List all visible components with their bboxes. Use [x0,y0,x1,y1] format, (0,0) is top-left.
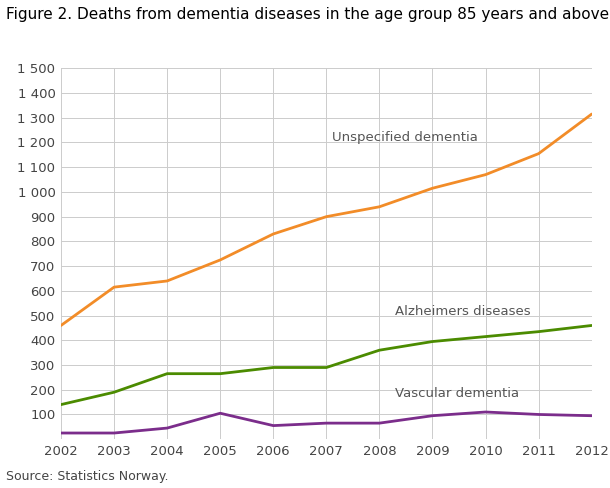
Text: Alzheimers diseases: Alzheimers diseases [395,305,531,318]
Text: Unspecified dementia: Unspecified dementia [332,131,478,144]
Text: Figure 2. Deaths from dementia diseases in the age group 85 years and above: Figure 2. Deaths from dementia diseases … [6,7,609,22]
Text: Source: Statistics Norway.: Source: Statistics Norway. [6,470,168,483]
Text: Vascular dementia: Vascular dementia [395,386,520,400]
